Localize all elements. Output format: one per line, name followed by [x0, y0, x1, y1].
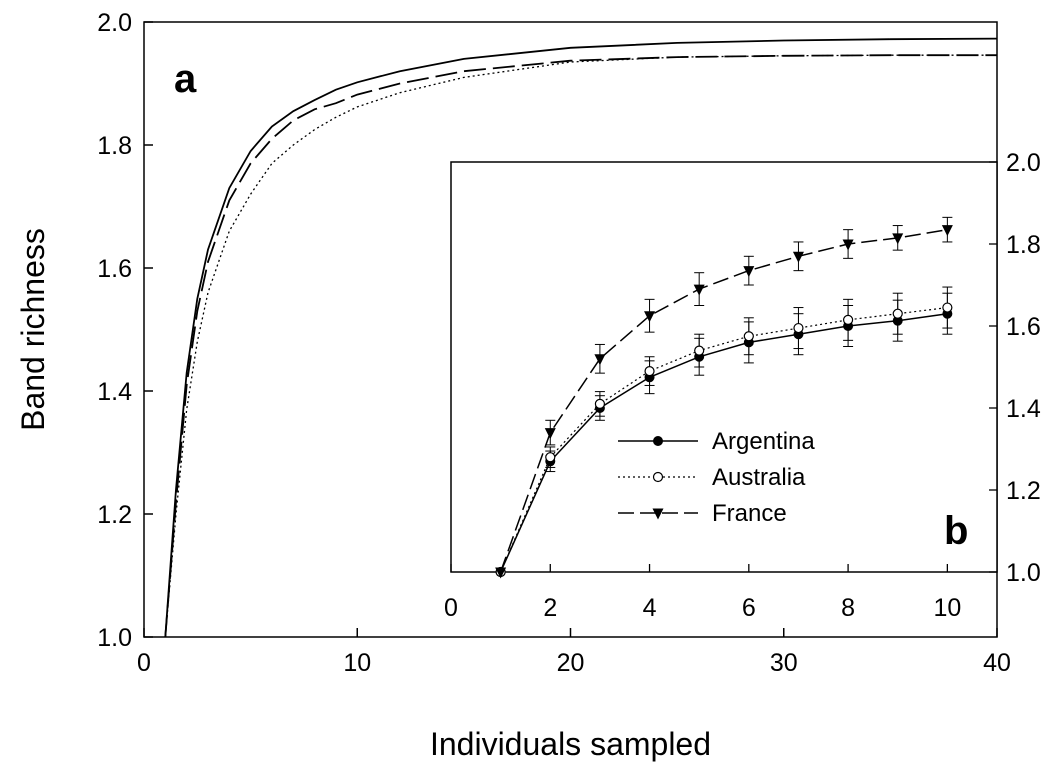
y-tick-label-a: 2.0 [97, 9, 132, 37]
data-point-france [594, 354, 606, 366]
panel-label-a: a [174, 57, 197, 101]
data-point-france [941, 225, 953, 237]
plot-frame-b [450, 161, 998, 573]
y-tick-label-a: 1.0 [97, 624, 132, 652]
panel-label-b: b [944, 509, 968, 553]
legend-label-argentina: Argentina [712, 428, 815, 455]
y-tick-label-b: 1.6 [1006, 313, 1041, 341]
data-point-france [644, 311, 656, 323]
ticks-group-a: 0 10 20 30 401.01.21.41.61.82.0 [97, 9, 1011, 677]
y-tick-label-b: 2.0 [1006, 149, 1041, 177]
data-point-australia [694, 345, 705, 356]
series-line-argentina [499, 312, 948, 573]
data-point-australia [594, 398, 606, 409]
data-point-france [842, 239, 854, 251]
data-point-australia [892, 308, 903, 319]
data-point-france [892, 233, 904, 245]
data-point-australia [743, 331, 754, 342]
y-axis-title: Band richness [15, 228, 51, 431]
legend-marker-argentina [653, 436, 663, 446]
ticks-group-b: 0 2 4 6 8 10 1.0 1.2 1.4 1.6 1.8 2.0 [444, 149, 1041, 622]
series-line-a-solid [164, 37, 998, 638]
series-line-australia [500, 307, 948, 573]
y-tick-label-b: 1.2 [1006, 477, 1041, 505]
y-tick-label-a: 1.8 [97, 132, 132, 160]
x-tick-label-a: 40 [983, 649, 1011, 677]
data-point-australia [842, 314, 854, 325]
data-point-australia [942, 302, 953, 313]
y-tick-label-a: 1.6 [97, 255, 132, 283]
data-point-france [743, 266, 755, 278]
series-group-b [495, 216, 953, 579]
data-point-france [495, 567, 507, 579]
x-tick-label-b: 4 [643, 594, 657, 622]
x-tick-label-a: 30 [770, 649, 798, 677]
data-point-france [693, 284, 705, 296]
data-point-australia [793, 322, 804, 334]
series-line-a-dotted [164, 54, 997, 638]
panel-a: 0 10 20 30 401.01.21.41.61.82.0 Individuals … [15, 9, 1011, 762]
y-tick-label-b: 1.4 [1006, 395, 1041, 423]
x-tick-label-a: 10 [343, 649, 371, 677]
y-tick-label-a: 1.2 [97, 501, 132, 529]
y-tick-label-b: 1.8 [1006, 231, 1041, 259]
legend: Argentina Australia France [618, 428, 815, 527]
series-line-france [499, 228, 948, 573]
legend-marker-australia [652, 471, 664, 483]
x-tick-label-a: 20 [557, 649, 585, 677]
x-tick-label-b: 10 [933, 594, 961, 622]
x-tick-label-b: 0 [444, 594, 458, 622]
x-tick-label-b: 8 [841, 594, 855, 622]
panel-b-inset: 0 2 4 6 8 10 1.0 1.2 1.4 1.6 1.8 2.0 Argentina Austr… [444, 149, 1041, 622]
x-axis-title: Individuals sampled [430, 726, 711, 762]
x-tick-label-b: 6 [742, 594, 756, 622]
data-point-australia [644, 366, 655, 377]
data-point-australia [545, 452, 556, 463]
x-tick-label-b: 2 [543, 594, 557, 622]
x-tick-label-a: 0 [137, 649, 151, 677]
legend-label-australia: Australia [712, 464, 806, 491]
y-tick-label-b: 1.0 [1006, 559, 1041, 587]
y-tick-label-a: 1.4 [97, 378, 132, 406]
data-point-france [544, 428, 556, 440]
series-group-a [164, 37, 998, 638]
data-point-france [792, 251, 804, 263]
legend-marker-france [652, 508, 664, 520]
legend-label-france: France [712, 500, 787, 527]
